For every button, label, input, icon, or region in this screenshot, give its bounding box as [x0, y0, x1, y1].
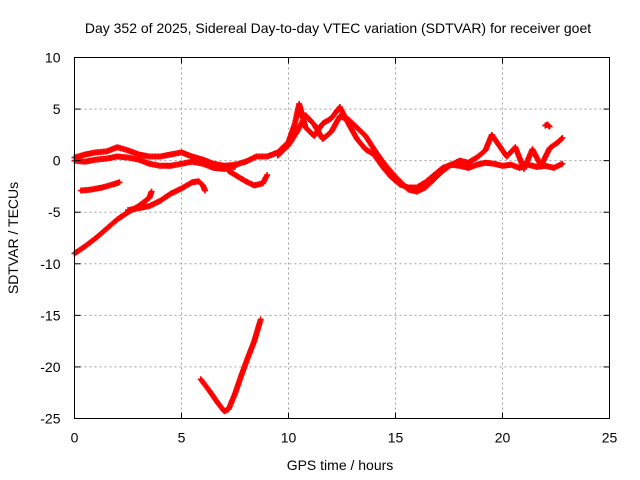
data-layer: [71, 100, 566, 415]
y-tick-label: -20: [40, 359, 60, 375]
x-tick-label: 5: [178, 430, 186, 446]
y-tick-label: 0: [53, 153, 61, 169]
data-point: [546, 123, 553, 130]
plot-frame: [74, 57, 610, 419]
x-axis-label: GPS time / hours: [287, 457, 394, 473]
x-tick-label: 25: [602, 430, 618, 446]
series-arc-short: [77, 179, 123, 194]
series-arc-rising-2: [125, 178, 209, 214]
y-tick-label: -10: [40, 256, 60, 272]
y-tick-label: -15: [40, 307, 60, 323]
y-tick-label: -25: [40, 411, 60, 427]
data-point: [559, 160, 566, 167]
x-tick-label: 0: [71, 430, 79, 446]
x-tick-label: 15: [388, 430, 404, 446]
series-arc-late-fragment: [542, 121, 553, 130]
series-arc-evening-low: [225, 167, 271, 189]
data-point: [116, 179, 123, 186]
series-arc-main-lower: [71, 153, 238, 172]
x-tick-label: 10: [281, 430, 297, 446]
y-tick-label: 10: [45, 50, 61, 66]
series-arc-peak-b: [274, 112, 566, 195]
data-point: [264, 172, 271, 179]
data-point: [202, 187, 209, 194]
data-point: [559, 134, 566, 141]
series-arc-dip: [197, 316, 264, 415]
axes: 0 5 10 15 20 25 -25 -20 -15 -10 -5 0 5 10: [40, 50, 617, 446]
y-axis-label: SDTVAR / TECUs: [5, 182, 21, 294]
data-point: [148, 188, 155, 195]
y-tick-label: 5: [53, 101, 61, 117]
x-tick-label: 20: [495, 430, 511, 446]
data-point: [558, 135, 565, 142]
y-tick-label: -5: [48, 204, 61, 220]
data-point: [257, 316, 264, 323]
data-point: [545, 122, 552, 129]
chart-title: Day 352 of 2025, Sidereal Day-to-day VTE…: [85, 20, 591, 36]
